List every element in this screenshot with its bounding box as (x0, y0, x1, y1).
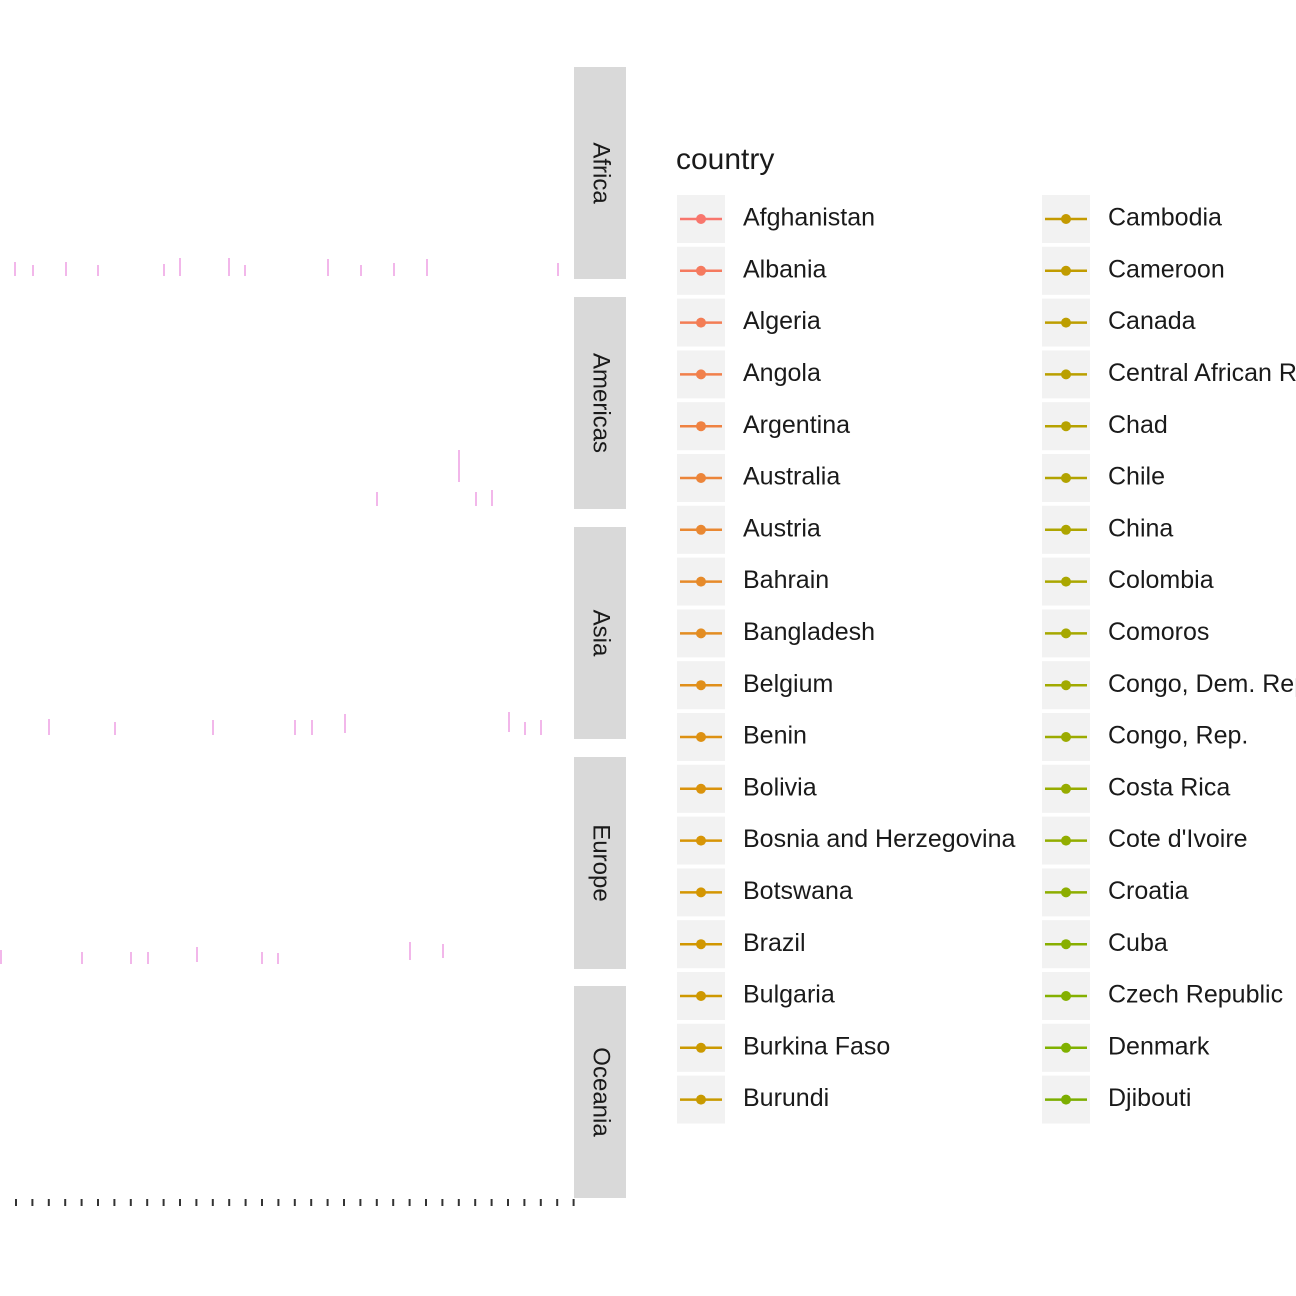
legend-key-point (1061, 214, 1071, 224)
legend-label: Chad (1108, 411, 1168, 439)
legend-key-point (696, 1042, 706, 1053)
legend-label: Bahrain (743, 566, 829, 594)
legend-key-point (1061, 732, 1071, 742)
legend-label: Afghanistan (743, 204, 875, 232)
legend-label: Cambodia (1108, 204, 1222, 232)
legend-label: Cuba (1108, 929, 1168, 957)
legend-key-point (1061, 783, 1071, 794)
legend: country Afghanistan Albania Algeria Angola Ar… (676, 143, 1296, 1124)
legend-key-point (696, 680, 706, 691)
x-axis (15, 1199, 575, 1206)
legend-key-point (696, 317, 706, 328)
legend-key-point (696, 887, 706, 898)
panel-marks (0, 258, 559, 964)
legend-key-point (1061, 835, 1071, 846)
legend-key-point (1061, 1042, 1071, 1053)
legend-key-point (1061, 369, 1071, 380)
legend-label: Burundi (743, 1084, 829, 1112)
legend-label: Comoros (1108, 618, 1209, 646)
facet-strip (574, 527, 626, 739)
facet-strip (574, 757, 626, 969)
facet-label: Oceania (588, 1047, 615, 1137)
facet-label: Asia (588, 610, 615, 657)
legend-label: China (1108, 514, 1173, 542)
facet-strips: Africa Americas Asia Europe Oceania (574, 67, 626, 1198)
legend-label: Central African Republic (1108, 359, 1296, 387)
legend-key-point (696, 369, 706, 380)
legend-key-point (1061, 939, 1071, 950)
legend-label: Brazil (743, 929, 806, 957)
legend-key-point (1061, 317, 1071, 328)
legend-key-point (696, 732, 706, 742)
legend-label: Colombia (1108, 566, 1214, 594)
legend-label: Bolivia (743, 773, 817, 801)
facet-strip (574, 986, 626, 1198)
legend-key-point (1061, 887, 1071, 898)
legend-label: Costa Rica (1108, 773, 1230, 801)
legend-key-point (696, 214, 706, 224)
legend-label: Denmark (1108, 1032, 1210, 1060)
legend-key-point (696, 991, 706, 1001)
legend-label: Angola (743, 359, 821, 387)
legend-title: country (676, 143, 774, 176)
legend-key-point (696, 421, 706, 432)
legend-key-point (696, 1094, 706, 1105)
legend-label: Congo, Rep. (1108, 722, 1248, 750)
legend-label: Chile (1108, 463, 1165, 491)
facet-strip (574, 297, 626, 509)
legend-label: Belgium (743, 670, 833, 698)
facet-label: Africa (588, 142, 615, 204)
legend-label: Australia (743, 463, 840, 491)
legend-key-point (1061, 421, 1071, 432)
legend-label: Burkina Faso (743, 1032, 890, 1060)
legend-key-point (696, 265, 706, 276)
legend-key-point (1061, 991, 1071, 1001)
legend-label: Albania (743, 255, 826, 283)
legend-key-point (1061, 473, 1071, 483)
legend-label: Bulgaria (743, 981, 835, 1009)
legend-key-point (696, 835, 706, 846)
legend-label: Canada (1108, 307, 1196, 335)
legend-label: Czech Republic (1108, 981, 1283, 1009)
legend-key-point (696, 473, 706, 483)
legend-key-point (696, 628, 706, 639)
legend-label: Cote d'Ivoire (1108, 825, 1248, 853)
legend-label: Congo, Dem. Rep. (1108, 670, 1296, 698)
legend-label: Botswana (743, 877, 853, 905)
legend-label: Bangladesh (743, 618, 875, 646)
legend-label: Argentina (743, 411, 850, 439)
legend-label: Benin (743, 722, 807, 750)
legend-key-point (1061, 680, 1071, 691)
legend-key-point (696, 524, 706, 535)
facet-label: Europe (588, 824, 615, 901)
legend-key-point (1061, 524, 1071, 535)
legend-label: Djibouti (1108, 1084, 1191, 1112)
legend-label: Austria (743, 514, 821, 542)
legend-key-point (696, 576, 706, 587)
legend-key-point (1061, 1094, 1071, 1105)
legend-label: Bosnia and Herzegovina (743, 825, 1015, 853)
legend-key-point (1061, 265, 1071, 276)
legend-key-point (1061, 576, 1071, 587)
legend-key-point (696, 783, 706, 794)
legend-key-point (1061, 628, 1071, 639)
legend-key-point (696, 939, 706, 950)
facet-strip (574, 67, 626, 279)
legend-label: Croatia (1108, 877, 1189, 905)
legend-label: Algeria (743, 307, 821, 335)
legend-label: Cameroon (1108, 255, 1225, 283)
facet-label: Americas (588, 353, 615, 453)
